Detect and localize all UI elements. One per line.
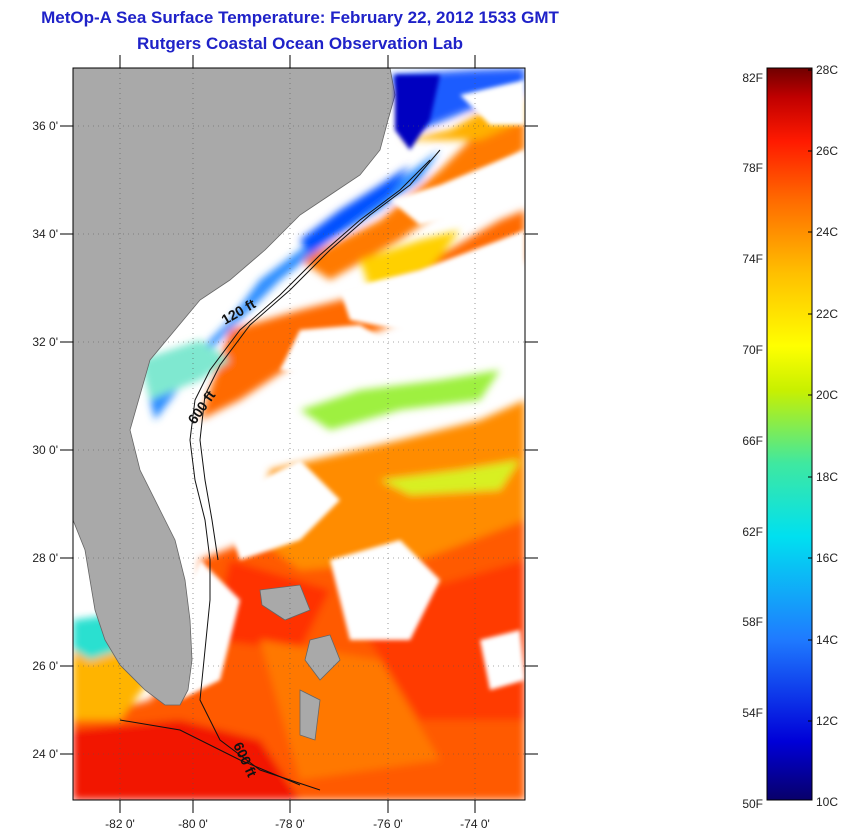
lon-label: -80 0' [178,817,208,831]
lon-label: -76 0' [373,817,403,831]
colorbar-c-label: 18C [816,470,838,484]
lat-label: 36 0' [32,119,58,133]
colorbar-f-label: 82F [742,71,763,85]
colorbar-c-label: 10C [816,795,838,809]
colorbar-gradient [766,67,813,801]
colorbar-f-label: 70F [742,343,763,357]
colorbar-c-label: 24C [816,225,838,239]
grid [73,68,525,800]
cold-sound [395,75,440,150]
map-frame [72,67,526,801]
lon-label: -82 0' [105,817,135,831]
colorbar-f-label: 66F [742,434,763,448]
colorbar-c-label: 28C [816,63,838,77]
colorbar-f-label: 62F [742,525,763,539]
lat-label: 34 0' [32,227,58,241]
lon-label: -74 0' [460,817,490,831]
latitude-labels: 36 0' 34 0' 32 0' 30 0' 28 0' 26 0' 24 0… [32,119,58,761]
colorbar-c-label: 20C [816,388,838,402]
colorbar-f-label: 54F [742,706,763,720]
lat-label: 26 0' [32,659,58,673]
colorbar-c-label: 12C [816,714,838,728]
colorbar-f-label: 58F [742,615,763,629]
lat-label: 32 0' [32,335,58,349]
lat-label: 30 0' [32,443,58,457]
map-subtitle: Rutgers Coastal Ocean Observation Lab [137,34,463,53]
colorbar-c-label: 26C [816,144,838,158]
map-title: MetOp-A Sea Surface Temperature: Februar… [41,8,559,27]
bathymetry-contours [119,149,441,791]
axis-ticks [60,55,538,813]
colorbar: 82F 78F 74F 70F 66F 62F 58F 54F 50F 28C … [742,63,838,811]
colorbar-c-label: 16C [816,551,838,565]
colorbar-c-label: 14C [816,633,838,647]
lat-label: 24 0' [32,747,58,761]
colorbar-f-label: 74F [742,252,763,266]
land-mass [73,68,396,741]
lat-label: 28 0' [32,551,58,565]
lon-label: -78 0' [275,817,305,831]
map-panel [73,68,525,800]
colorbar-f-label: 78F [742,161,763,175]
colorbar-f-label: 50F [742,797,763,811]
colorbar-c-label: 22C [816,307,838,321]
longitude-labels: -82 0' -80 0' -78 0' -76 0' -74 0' [105,817,490,831]
